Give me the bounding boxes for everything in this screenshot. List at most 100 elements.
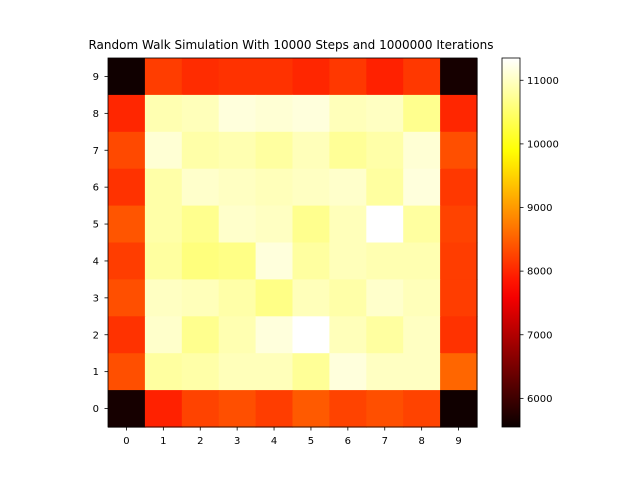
heatmap-cell <box>403 242 441 280</box>
heatmap-cell <box>255 353 294 391</box>
heatmap-cell <box>218 353 257 391</box>
heatmap-cell <box>181 131 220 170</box>
heatmap-cell <box>218 131 257 170</box>
heatmap-cell <box>292 353 330 391</box>
heatmap-cell <box>440 242 478 280</box>
heatmap-cell <box>366 242 404 280</box>
heatmap-cell <box>181 168 220 207</box>
heatmap-cell <box>292 131 330 170</box>
colorbar-tick-label: 8000 <box>527 267 552 278</box>
heatmap-cell <box>255 94 294 133</box>
y-tick-label: 6 <box>93 183 99 194</box>
heatmap-cell <box>144 353 183 391</box>
heatmap-cell <box>366 390 404 428</box>
heatmap-cell <box>292 58 330 96</box>
heatmap-cell <box>329 242 367 280</box>
y-tick-label: 4 <box>93 256 99 267</box>
colorbar-tick-label: 9000 <box>527 203 552 214</box>
heatmap-cell <box>403 279 441 317</box>
colorbar-tick-label: 6000 <box>527 394 552 405</box>
colorbar <box>502 58 520 427</box>
heatmap-cell <box>329 205 367 244</box>
heatmap-cell <box>181 58 220 96</box>
heatmap-cell <box>144 279 183 317</box>
heatmap-cell <box>181 242 220 280</box>
colorbar-frame <box>501 57 521 428</box>
heatmap-cell <box>440 168 478 207</box>
heatmap-cell <box>292 279 330 317</box>
heatmap-cell <box>218 279 257 317</box>
heatmap-cell <box>329 279 367 317</box>
heatmap-cell <box>181 353 220 391</box>
heatmap-frame <box>107 57 478 428</box>
heatmap-cell <box>218 58 257 96</box>
x-tick-label: 3 <box>234 436 240 447</box>
heatmap-cell <box>108 279 146 317</box>
y-axis: 9 8 7 6 5 4 3 2 1 0 <box>93 72 108 415</box>
heatmap-cell <box>403 205 441 244</box>
y-tick-label: 8 <box>93 109 99 120</box>
heatmap-cell <box>366 131 404 170</box>
x-tick-label: 2 <box>197 436 203 447</box>
y-tick-label: 1 <box>93 367 99 378</box>
heatmap-cell <box>292 316 330 354</box>
heatmap-cell <box>440 205 478 244</box>
y-tick-label: 0 <box>93 404 99 415</box>
heatmap-cell <box>329 353 367 391</box>
heatmap-cell <box>144 58 183 96</box>
heatmap-cell <box>255 279 294 317</box>
heatmap-cell <box>144 131 183 170</box>
y-tick-label: 9 <box>93 72 99 83</box>
heatmap-cell <box>255 205 294 244</box>
y-tick-label: 5 <box>93 220 99 231</box>
heatmap-cell <box>329 168 367 207</box>
heatmap-cell <box>403 131 441 170</box>
heatmap-cell <box>366 168 404 207</box>
heatmap-cell <box>255 131 294 170</box>
heatmap-cell <box>144 316 183 354</box>
y-tick-label: 2 <box>93 330 99 341</box>
heatmap-cell <box>366 316 404 354</box>
heatmap-cell <box>403 94 441 133</box>
heatmap-cell <box>144 242 183 280</box>
heatmap-cell <box>440 279 478 317</box>
heatmap-cell <box>108 131 146 170</box>
colorbar-axis: 6000 7000 8000 9000 10000 11000 <box>520 76 559 405</box>
heatmap-cell <box>329 131 367 170</box>
x-tick-label: 5 <box>308 436 314 447</box>
heatmap-cell <box>292 390 330 428</box>
heatmap-cell <box>218 168 257 207</box>
heatmap-cell <box>440 390 478 428</box>
heatmap-cell <box>440 316 478 354</box>
heatmap-cell <box>366 353 404 391</box>
heatmap-cell <box>108 205 146 244</box>
heatmap-cell <box>255 316 294 354</box>
heatmap-cell <box>403 316 441 354</box>
heatmap-cell <box>218 390 257 428</box>
heatmap-cell <box>144 168 183 207</box>
heatmap-cell <box>292 168 330 207</box>
heatmap-cell <box>255 242 294 280</box>
colorbar-tick-label: 11000 <box>527 76 559 87</box>
heatmap-cell <box>292 242 330 280</box>
heatmap-cell <box>366 58 404 96</box>
heatmap-cell <box>403 390 441 428</box>
heatmap-cell <box>255 168 294 207</box>
heatmap-cell <box>440 353 478 391</box>
heatmap-cell <box>366 94 404 133</box>
heatmap-cell <box>144 205 183 244</box>
chart-title: Random Walk Simulation With 10000 Steps … <box>88 38 493 52</box>
x-tick-label: 8 <box>418 436 424 447</box>
heatmap-cell <box>255 58 294 96</box>
heatmap-cell <box>218 94 257 133</box>
heatmap-cell <box>218 316 257 354</box>
heatmap-cell <box>329 390 367 428</box>
heatmap-cell <box>108 94 146 133</box>
heatmap-cell <box>329 58 367 96</box>
heatmap-cell <box>144 390 183 428</box>
heatmap-cell <box>181 316 220 354</box>
heatmap-cell <box>255 390 294 428</box>
y-tick-label: 3 <box>93 293 99 304</box>
heatmap-cell <box>366 279 404 317</box>
heatmap-cell <box>108 390 146 428</box>
